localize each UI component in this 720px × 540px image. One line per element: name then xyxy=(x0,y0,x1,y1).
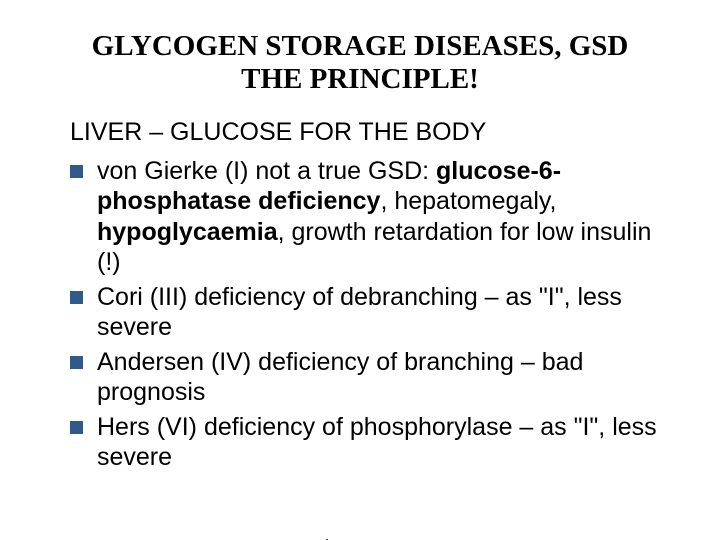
list-item: Andersen (IV) deficiency of branching – … xyxy=(70,347,670,408)
title-line-1: GLYCOGEN STORAGE DISEASES, GSD xyxy=(92,30,629,62)
slide-subtitle: LIVER – GLUCOSE FOR THE BODY xyxy=(70,117,670,148)
bullet-text: von Gierke (I) not a true GSD: glucose-6… xyxy=(97,156,670,278)
bullet-text: Cori (III) deficiency of debranching – a… xyxy=(97,282,670,343)
square-bullet-icon xyxy=(70,165,83,178)
list-item: Hers (VI) deficiency of phosphorylase – … xyxy=(70,412,670,473)
slide: GLYCOGEN STORAGE DISEASES, GSD THE PRINC… xyxy=(0,30,720,540)
bullet-list: von Gierke (I) not a true GSD: glucose-6… xyxy=(70,156,670,473)
bullet-text: Andersen (IV) deficiency of branching – … xyxy=(97,347,670,408)
square-bullet-icon xyxy=(70,356,83,369)
square-bullet-icon xyxy=(70,291,83,304)
text-run-bold: hypoglycaemia xyxy=(97,218,278,246)
slide-title: GLYCOGEN STORAGE DISEASES, GSD THE PRINC… xyxy=(50,30,670,97)
title-line-2: THE PRINCIPLE! xyxy=(241,63,479,95)
list-item: Cori (III) deficiency of debranching – a… xyxy=(70,282,670,343)
list-item: von Gierke (I) not a true GSD: glucose-6… xyxy=(70,156,670,278)
bullet-text: Hers (VI) deficiency of phosphorylase – … xyxy=(97,412,670,473)
text-run: von Gierke (I) not a true GSD: xyxy=(97,157,436,185)
square-bullet-icon xyxy=(70,421,83,434)
text-run: , hepatomegaly, xyxy=(380,187,556,215)
